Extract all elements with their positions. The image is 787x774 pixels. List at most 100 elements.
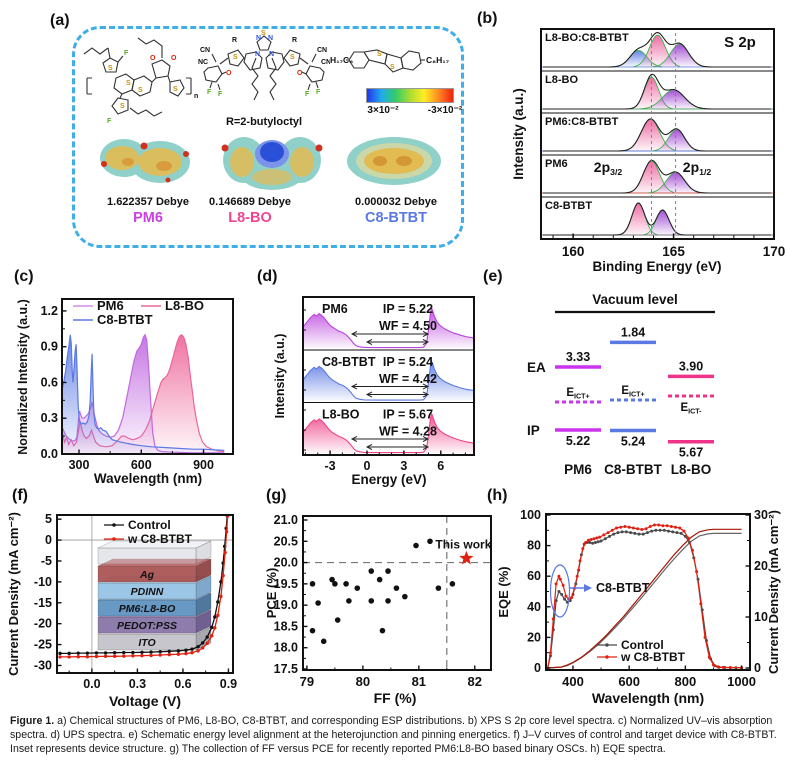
svg-text:C8-BTBT: C8-BTBT	[322, 355, 376, 369]
svg-text:WF = 4.50: WF = 4.50	[379, 319, 437, 333]
atom-f: F	[316, 89, 321, 96]
svg-text:WF = 4.28: WF = 4.28	[379, 425, 437, 439]
svg-text:0: 0	[754, 661, 761, 675]
cn-group: CN	[317, 47, 327, 54]
atom-n: N	[268, 35, 273, 42]
svg-text:40: 40	[527, 600, 541, 614]
svg-text:1.84: 1.84	[621, 325, 645, 339]
figure-caption: Figure 1. a) Chemical structures of PM6,…	[10, 714, 780, 757]
svg-text:C8-BTBT: C8-BTBT	[545, 200, 592, 212]
xps-trace-L8-BO:C8-BTBT: L8-BO:C8-BTBT	[542, 31, 773, 68]
atom-s: S	[120, 103, 125, 110]
svg-text:20.5: 20.5	[274, 534, 298, 548]
xps-trace-PM6: PM6	[541, 154, 774, 194]
svg-text:L8-BO: L8-BO	[322, 408, 360, 422]
svg-text:6: 6	[437, 459, 444, 473]
polymer-n: n	[194, 93, 198, 100]
panel-label-g: (g)	[266, 487, 287, 504]
svg-text:FF (%): FF (%)	[374, 690, 417, 706]
panel-label-d: (d)	[257, 268, 278, 285]
svg-text:C8-BTBT: C8-BTBT	[596, 581, 650, 595]
svg-text:0.0: 0.0	[83, 677, 100, 691]
svg-text:Control: Control	[128, 518, 171, 532]
xps-trace-PM6:C8-BTBT: PM6:C8-BTBT	[541, 112, 774, 152]
energy-column-C8-BTBT: 1.84 EICT+ 5.24 C8-BTBT	[604, 325, 662, 477]
atom-s: S	[261, 30, 266, 37]
atom-f: F	[107, 118, 112, 125]
svg-text:PM6: PM6	[322, 302, 348, 316]
svg-text:30: 30	[754, 508, 768, 522]
svg-text:C8-BTBT: C8-BTBT	[97, 312, 153, 327]
cn-group: CN	[321, 59, 330, 66]
svg-text:3.33: 3.33	[566, 350, 590, 364]
atom-s: S	[233, 54, 238, 61]
svg-text:79: 79	[300, 674, 314, 689]
atom-s: S	[173, 86, 178, 93]
svg-text:0.6: 0.6	[174, 677, 191, 691]
svg-text:1000: 1000	[727, 674, 756, 689]
svg-text:800: 800	[675, 674, 697, 689]
panel-a-border	[72, 26, 464, 248]
svg-text:10: 10	[754, 610, 768, 624]
scatter-axes: 79 80 81 82 17.5 18.0 18.5 19.0 19.5 20.0 20.5 21.0…	[264, 513, 482, 706]
c8btbt-dipole: 0.000032 Debye	[355, 196, 437, 208]
c8-left-group-label: H₁₇C₈	[330, 55, 353, 65]
uvvis-absorption-chart: 300 600 900 0.0 0.3 0.6 0.9 1.2 Wavelength (nm) N…	[16, 298, 234, 486]
atom-f: F	[218, 91, 223, 98]
atom-o: O	[297, 70, 303, 77]
atom-n: N	[269, 51, 274, 58]
c8btbt-name-label: C8-BTBT	[364, 210, 428, 226]
svg-text:0.3: 0.3	[129, 677, 146, 691]
svg-text:0.6: 0.6	[41, 375, 58, 389]
svg-text:L8-BO:C8-BTBT: L8-BO:C8-BTBT	[545, 32, 629, 44]
svg-text:400: 400	[562, 674, 584, 689]
ups-trace-L8-BO: L8-BO IP = 5.67 WF = 4.28	[302, 408, 475, 454]
svg-text:0: 0	[363, 459, 370, 473]
svg-text:Intensity (a.u.): Intensity (a.u.)	[273, 334, 287, 419]
l8bo-structure: N N N N S S S O O F F F F CN NC CN CN R …	[198, 30, 330, 101]
c8btbt-annotation: C8-BTBT	[549, 564, 650, 618]
xps-axes: 160 165 170 Binding Energy (eV) Intensity (a…	[511, 88, 785, 274]
r-definition-label: R=2-butyloctyl	[225, 116, 303, 128]
atom-n: N	[255, 51, 260, 58]
svg-text:19.0: 19.0	[274, 598, 298, 612]
atom-n: N	[256, 35, 261, 42]
svg-text:60: 60	[527, 569, 541, 583]
l8bo-esp-map	[221, 137, 323, 190]
svg-text:1.2: 1.2	[41, 304, 58, 318]
cn-group: CN	[200, 47, 210, 54]
svg-text:-3: -3	[325, 459, 336, 473]
svg-text:20.0: 20.0	[274, 556, 298, 570]
svg-text:Wavelength (nm): Wavelength (nm)	[94, 471, 202, 486]
svg-text:WF = 4.42: WF = 4.42	[379, 372, 437, 386]
svg-text:EQE (%): EQE (%)	[496, 566, 511, 617]
xps-trace-C8-BTBT: C8-BTBT	[541, 196, 774, 236]
svg-text:80: 80	[356, 674, 370, 689]
svg-text:EICT+: EICT+	[566, 387, 589, 401]
panel-label-a: (a)	[50, 12, 70, 29]
svg-text:C8-BTBT: C8-BTBT	[604, 462, 662, 477]
svg-text:0.9: 0.9	[41, 340, 58, 354]
svg-text:w C8-BTBT: w C8-BTBT	[620, 650, 686, 664]
eqe-axes: 400 600 800 10000204060801000102030Waveleng…	[496, 508, 781, 706]
c8btbt-structure: S S H₁₇C₈ C₈H₁₇	[330, 49, 450, 73]
svg-text:600: 600	[131, 458, 152, 472]
svg-text:IP = 5.24: IP = 5.24	[383, 355, 433, 369]
jv-series-Control	[58, 514, 229, 656]
l8bo-dipole: 0.146689 Debye	[209, 196, 291, 208]
svg-text:Normalized Intensity (a.u.): Normalized Intensity (a.u.)	[16, 299, 30, 455]
caption-prefix: Figure 1.	[10, 715, 55, 727]
atom-s: S	[126, 80, 131, 87]
svg-text:17.5: 17.5	[274, 662, 298, 676]
panel-label-h: (h)	[487, 487, 508, 504]
svg-text:-10: -10	[34, 575, 52, 589]
svg-text:ITO: ITO	[138, 637, 155, 649]
svg-text:-25: -25	[34, 638, 52, 652]
svg-text:-5: -5	[41, 554, 52, 568]
svg-text:19.5: 19.5	[274, 577, 298, 591]
eqe-series-w C8-BTBT	[546, 523, 744, 670]
